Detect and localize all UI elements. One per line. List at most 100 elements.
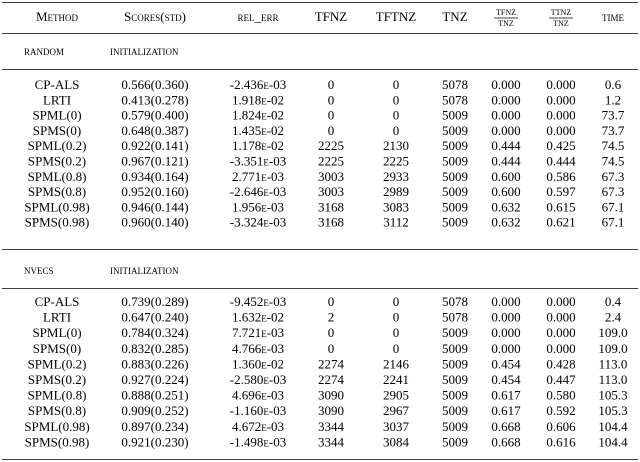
table-cell: 0	[328, 294, 335, 309]
table-cell: 3003	[318, 169, 344, 184]
table-cell: 2905	[383, 388, 409, 403]
table-cell: 5078	[442, 92, 468, 107]
table-cell: 5009	[442, 341, 468, 356]
table-cell: 0.000	[546, 341, 575, 356]
table-cell: SPMS(0)	[33, 341, 81, 356]
table-cell: 0	[393, 294, 400, 309]
table-cell: 0.927(0.224)	[121, 372, 188, 387]
table-cell: 1.2	[605, 92, 621, 107]
table-cell: 0.000	[491, 294, 520, 309]
table-cell: 0.921(0.230)	[121, 434, 188, 449]
table-cell: 0.946(0.144)	[121, 199, 188, 214]
table-cell: 1.435e-02	[232, 123, 284, 138]
table-cell: 0.632	[491, 215, 520, 230]
table-cell: 3084	[383, 434, 410, 449]
table-cell: 0.000	[546, 92, 575, 107]
table-cell: 0.000	[491, 108, 520, 123]
table-cell: 4.696e-03	[232, 388, 284, 403]
table-cell: 2.4	[605, 310, 622, 325]
table-cell: SPMS(0.98)	[25, 434, 90, 449]
table-cell: SPML(0.8)	[28, 169, 87, 184]
table-cell: 0.444	[491, 138, 521, 153]
table-cell: 104.4	[598, 434, 628, 449]
table-cell: 0.888(0.251)	[121, 388, 188, 403]
table-cell: 1.918e-02	[232, 92, 284, 107]
table-cell: 2146	[383, 356, 410, 371]
table-cell: 5009	[442, 325, 468, 340]
table-cell: 3090	[318, 403, 344, 418]
table-cell: 113.0	[599, 356, 628, 371]
table-cell: 0	[393, 92, 400, 107]
table-cell: 0	[328, 341, 335, 356]
table-cell: 1.824e-02	[232, 108, 284, 123]
table-cell: -9.452e-03	[230, 294, 286, 309]
table-cell: 109.0	[598, 341, 627, 356]
table-cell: 0.000	[491, 77, 520, 92]
table-cell: 0.413(0.278)	[121, 92, 188, 107]
table-cell: 3090	[318, 388, 344, 403]
table-cell: -1.160e-03	[230, 403, 286, 418]
table-cell: 0.952(0.160)	[121, 184, 188, 199]
table-cell: 0.000	[491, 123, 520, 138]
table-cell: -3.351e-03	[230, 153, 286, 168]
table-cell: 0.897(0.234)	[121, 419, 188, 434]
table-cell: 0.934(0.164)	[121, 169, 188, 184]
table-cell: 0.454	[491, 356, 521, 371]
table-cell: 0.000	[491, 341, 520, 356]
table-cell: 2225	[383, 153, 409, 168]
table-cell: 67.3	[602, 169, 625, 184]
table-cell: 5078	[442, 77, 468, 92]
table-cell: 0.617	[491, 388, 521, 403]
table-cell: 0	[328, 325, 335, 340]
table-cell: SPMS(0)	[33, 123, 81, 138]
section-label: initialization	[110, 262, 179, 277]
table-cell: 5009	[442, 153, 468, 168]
table-cell: LRTI	[43, 92, 71, 107]
header-cell: TFTNZ	[376, 9, 417, 24]
header-cell: rel_err	[237, 9, 278, 24]
table-cell: 2225	[318, 138, 344, 153]
header-num: TTNZ	[551, 8, 572, 17]
table-cell: SPMS(0.98)	[25, 215, 90, 230]
table-cell: 5009	[442, 169, 468, 184]
table-cell: -2.436e-03	[230, 77, 286, 92]
table-cell: 0.617	[491, 403, 521, 418]
table-cell: 5009	[442, 123, 468, 138]
table-cell: 3168	[318, 215, 344, 230]
table-cell: 0.000	[546, 77, 575, 92]
table-cell: 0.000	[491, 92, 520, 107]
table-cell: 7.721e-03	[232, 325, 284, 340]
header-cell: Method	[36, 9, 79, 24]
table-cell: 0.832(0.285)	[121, 341, 188, 356]
table-cell: 0.600	[491, 169, 520, 184]
table-cell: -3.324e-03	[230, 215, 286, 230]
table-cell: 0.668	[491, 419, 520, 434]
table-cell: 0.632	[491, 199, 520, 214]
table-cell: 3037	[383, 419, 410, 434]
table-cell: 0.447	[546, 372, 576, 387]
table-cell: 0.444	[491, 153, 521, 168]
table-cell: 0.6	[605, 77, 622, 92]
table-cell: 0	[393, 77, 400, 92]
table-cell: 0.586	[546, 169, 576, 184]
table-cell: 3112	[383, 215, 409, 230]
section-label: initialization	[110, 43, 179, 58]
table-cell: SPMS(0.2)	[28, 153, 86, 168]
table-cell: 0.922(0.141)	[121, 138, 188, 153]
table-cell: 0.000	[546, 294, 575, 309]
table-cell: SPMS(0.8)	[28, 184, 86, 199]
table-cell: 2241	[383, 372, 409, 387]
table-cell: 73.7	[602, 123, 625, 138]
table-cell: 74.5	[602, 138, 625, 153]
table-cell: 2274	[318, 372, 345, 387]
table-cell: 2.771e-03	[232, 169, 284, 184]
table-cell: SPML(0.98)	[24, 419, 89, 434]
table-cell: SPMS(0.8)	[28, 403, 86, 418]
table-cell: 5009	[442, 403, 468, 418]
header-den: TNZ	[498, 19, 514, 28]
table-cell: 1.956e-03	[232, 199, 284, 214]
table-cell: SPML(0)	[32, 108, 81, 123]
table-cell: 0.580	[546, 388, 575, 403]
table-cell: CP-ALS	[35, 77, 80, 92]
table-cell: SPML(0.8)	[28, 388, 87, 403]
